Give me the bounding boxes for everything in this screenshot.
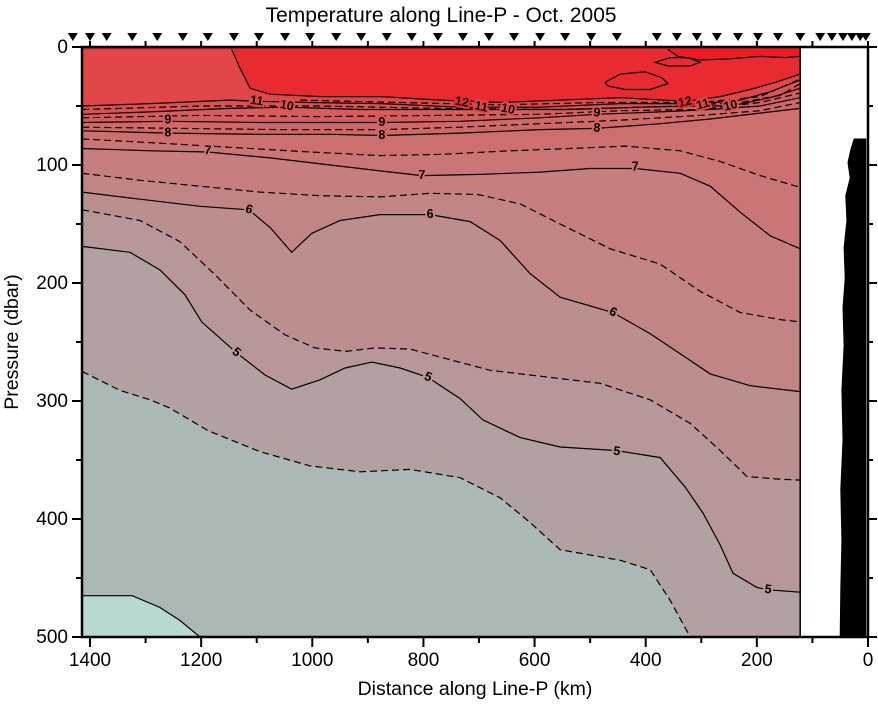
closed-contour-12-0 (604, 71, 670, 91)
contour-label: 8 (164, 125, 171, 139)
station-marker-icon (732, 33, 743, 41)
station-marker-icon (484, 33, 495, 41)
station-markers (67, 33, 871, 41)
y-tick-label: 400 (36, 509, 68, 530)
x-tick-label: 1000 (291, 650, 333, 671)
x-tick-label: 400 (630, 650, 662, 671)
contour-line-8.5 (82, 101, 801, 131)
x-tick-label: 1200 (180, 650, 222, 671)
contour-line-9 (82, 97, 801, 124)
contour-band-4.5 (82, 371, 691, 637)
contour-label: 10 (279, 97, 296, 114)
x-tick-label: 800 (408, 650, 440, 671)
station-marker-icon (406, 33, 417, 41)
x-axis-label: Distance along Line-P (km) (358, 678, 593, 700)
contour-label: 6 (427, 207, 434, 221)
station-marker-icon (432, 33, 443, 41)
y-tick-label: 0 (57, 37, 68, 58)
contour-line-5.5 (82, 209, 801, 481)
contour-line-4 (82, 595, 201, 637)
station-marker-icon (535, 33, 546, 41)
contour-line-7.5 (82, 138, 801, 188)
station-marker-icon (772, 33, 783, 41)
station-marker-icon (752, 33, 763, 41)
contour-line-12 (231, 49, 801, 104)
axis-ticks (72, 41, 877, 647)
contour-label: 7 (418, 168, 425, 182)
contour-line-11.5 (300, 78, 801, 106)
y-axis-label: Pressure (dbar) (1, 274, 23, 409)
station-marker-icon (356, 33, 367, 41)
contour-line-6 (82, 191, 801, 393)
station-marker-icon (101, 33, 112, 41)
station-marker-icon (611, 33, 622, 41)
contour-line-11 (82, 79, 801, 108)
contour-label: 10 (500, 101, 517, 118)
y-tick-label: 200 (36, 273, 68, 294)
contour-line-4.5 (82, 370, 691, 637)
contour-label: 10 (722, 97, 739, 114)
station-marker-icon (691, 33, 702, 41)
contour-label: 12 (454, 94, 470, 110)
station-marker-icon (826, 33, 837, 41)
contour-lines (82, 48, 801, 637)
station-marker-icon (815, 33, 826, 41)
station-marker-icon (457, 33, 468, 41)
station-marker-icon (67, 33, 78, 41)
contour-label: 11 (249, 93, 264, 109)
y-tick-label: 300 (36, 391, 68, 412)
station-marker-icon (228, 33, 239, 41)
station-marker-icon (127, 33, 138, 41)
station-marker-icon (177, 33, 188, 41)
contour-label: 11 (695, 96, 712, 113)
station-marker-icon (331, 33, 342, 41)
contour-label: 7 (204, 143, 212, 157)
contour-line-7 (82, 147, 801, 250)
contour-label: 9 (164, 112, 171, 126)
station-marker-icon (651, 33, 662, 41)
contour-label: 7 (632, 160, 639, 174)
contour-line-10 (82, 87, 801, 115)
station-marker-icon (795, 33, 806, 41)
contour-line-5 (82, 245, 801, 593)
contour-line-9.5 (82, 92, 801, 119)
station-marker-icon (837, 33, 848, 41)
station-marker-icon (711, 33, 722, 41)
x-tick-label: 600 (519, 650, 551, 671)
y-tick-label: 100 (36, 155, 68, 176)
contour-line-8 (82, 107, 801, 137)
y-tick-label: 500 (36, 627, 68, 648)
contour-label: 11 (473, 98, 489, 114)
contour-bands (82, 47, 801, 637)
station-marker-icon (280, 33, 291, 41)
station-marker-icon (152, 33, 163, 41)
station-marker-icon (509, 33, 520, 41)
station-marker-icon (560, 33, 571, 41)
contour-line-13 (667, 48, 801, 61)
station-marker-icon (381, 33, 392, 41)
station-marker-icon (305, 33, 316, 41)
contour-label: 12 (677, 93, 694, 110)
x-tick-label: 1400 (69, 650, 111, 671)
contour-band-4 (82, 595, 200, 637)
station-marker-icon (671, 33, 682, 41)
station-marker-icon (846, 33, 857, 41)
station-marker-icon (586, 33, 597, 41)
contour-line-6.5 (82, 172, 801, 323)
station-marker-icon (85, 33, 96, 41)
station-marker-icon (860, 33, 871, 41)
tick-labels: 1400 1200 1000 800 600 400 200 0 0 100 200 300 400 50… (36, 37, 873, 671)
chart-title: Temperature along Line-P - Oct. 2005 (266, 4, 617, 27)
station-marker-icon (202, 33, 213, 41)
closed-contour-12.5-1 (653, 57, 702, 67)
station-marker-icon (253, 33, 264, 41)
x-tick-label: 200 (741, 650, 773, 671)
contour-label: 8 (378, 128, 385, 142)
x-tick-label: 0 (863, 650, 874, 671)
contour-label: 9 (378, 115, 385, 129)
